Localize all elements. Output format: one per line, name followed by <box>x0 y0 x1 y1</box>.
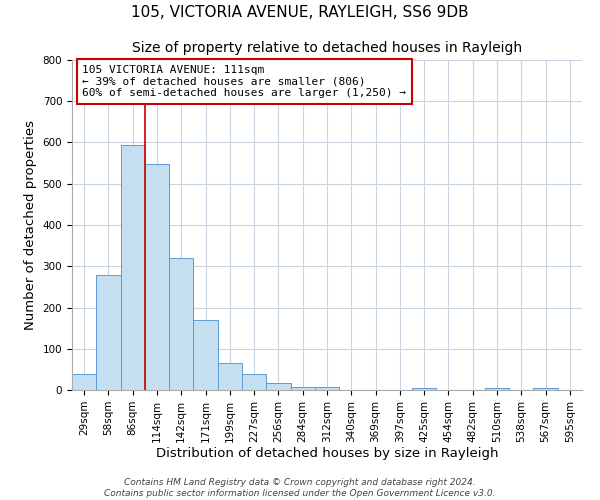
Title: Size of property relative to detached houses in Rayleigh: Size of property relative to detached ho… <box>132 40 522 54</box>
Bar <box>242 374 266 390</box>
Bar <box>412 388 436 390</box>
Bar <box>193 320 218 390</box>
Bar <box>121 146 145 390</box>
Bar <box>96 276 121 390</box>
Bar <box>290 386 315 390</box>
Text: 105, VICTORIA AVENUE, RAYLEIGH, SS6 9DB: 105, VICTORIA AVENUE, RAYLEIGH, SS6 9DB <box>131 5 469 20</box>
Bar <box>315 386 339 390</box>
Bar <box>266 383 290 390</box>
Bar <box>218 363 242 390</box>
Bar <box>72 374 96 390</box>
Bar <box>485 388 509 390</box>
Bar <box>145 164 169 390</box>
Bar <box>533 388 558 390</box>
Y-axis label: Number of detached properties: Number of detached properties <box>24 120 37 330</box>
Bar <box>169 258 193 390</box>
Text: Contains HM Land Registry data © Crown copyright and database right 2024.
Contai: Contains HM Land Registry data © Crown c… <box>104 478 496 498</box>
X-axis label: Distribution of detached houses by size in Rayleigh: Distribution of detached houses by size … <box>156 448 498 460</box>
Text: 105 VICTORIA AVENUE: 111sqm
← 39% of detached houses are smaller (806)
60% of se: 105 VICTORIA AVENUE: 111sqm ← 39% of det… <box>82 65 406 98</box>
